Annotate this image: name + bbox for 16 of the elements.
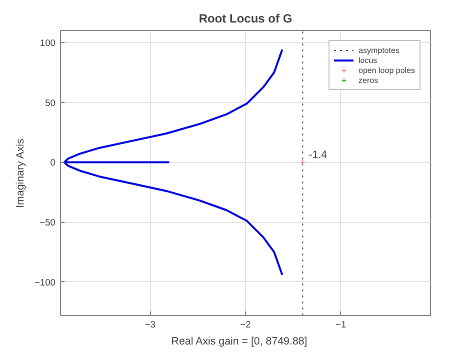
legend-label: asymptotes	[358, 45, 400, 55]
legend-label: open loop poles	[358, 65, 415, 75]
x-tick-label: −2	[240, 320, 251, 330]
legend-label: zeros	[358, 75, 378, 85]
x-tick-label: −1	[336, 320, 346, 330]
annotation: -1.4	[308, 149, 328, 162]
y-tick-label: 100	[40, 38, 56, 48]
y-tick-label: 0	[50, 158, 56, 168]
y-axis-title: Imaginary Axis	[14, 138, 26, 208]
y-tick-label: −100	[34, 277, 56, 288]
chart-title: Root Locus of G	[198, 12, 292, 26]
legend-label: locus	[358, 55, 378, 65]
x-tick-label: −3	[144, 320, 156, 330]
y-tick-label: 50	[45, 98, 56, 108]
x-axis-title: Real Axis gain = [0, 8749.88]	[171, 336, 308, 348]
y-tick-label: −50	[40, 218, 56, 228]
